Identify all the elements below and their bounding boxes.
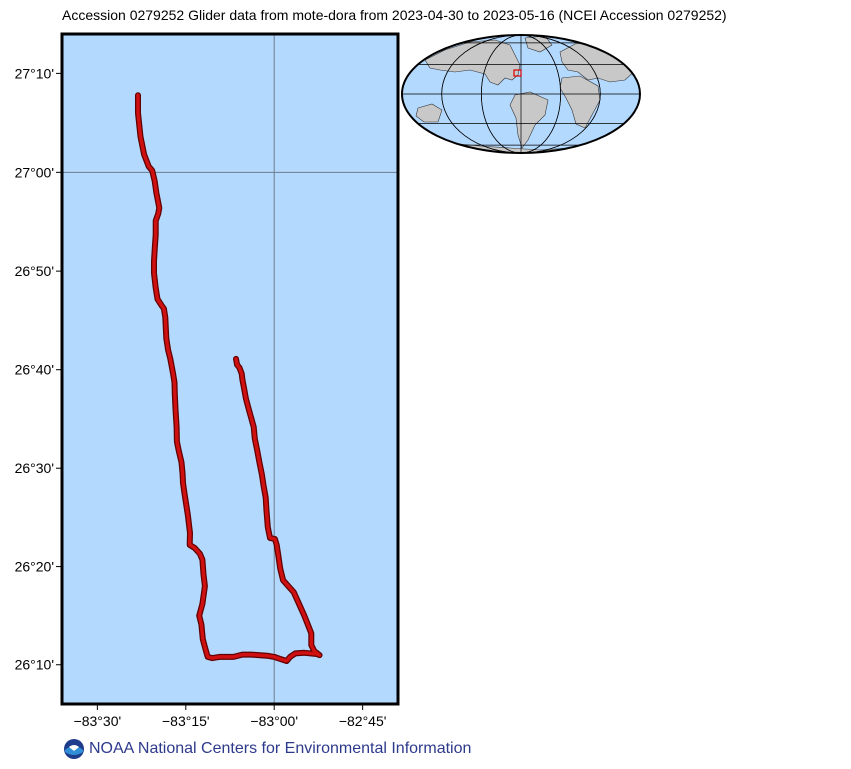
location-marker [513, 69, 522, 77]
y-tick-label: 27°00' [15, 164, 54, 180]
y-tick-label: 26°40' [15, 362, 54, 378]
map-title: Accession 0279252 Glider data from mote-… [62, 7, 727, 23]
gridlines [62, 34, 398, 704]
y-tick-label: 27°10' [15, 65, 54, 81]
x-tick-label: −82°45' [339, 713, 387, 729]
noaa-logo-icon [64, 739, 84, 759]
north-america-shape [424, 39, 521, 86]
footer: NOAA National Centers for Environmental … [63, 738, 471, 760]
y-tick-label: 26°20' [15, 559, 54, 575]
axis-ticks: −83°30' −83°15' −83°00' −82°45' 26°10' 26°20'… [15, 65, 387, 729]
map-frame [60, 32, 400, 706]
ocean-background [62, 34, 398, 704]
australia-shape [415, 103, 443, 123]
x-tick-label: −83°00' [250, 713, 298, 729]
inset-globe [401, 34, 641, 154]
africa-shape [559, 75, 601, 129]
track-line [136, 93, 322, 663]
y-tick-label: 26°30' [15, 460, 54, 476]
south-america-shape [509, 91, 549, 149]
x-tick-label: −83°15' [162, 713, 210, 729]
main-map: −83°30' −83°15' −83°00' −82°45' 26°10' 26°20'… [15, 32, 400, 729]
footer-org-name: NOAA National Centers for Environmental … [89, 740, 472, 757]
y-tick-label: 26°50' [15, 263, 54, 279]
x-tick-label: −83°30' [74, 713, 122, 729]
glider-track [135, 92, 323, 664]
globe-graticule [402, 35, 640, 153]
globe-outline [401, 34, 641, 154]
y-tick-label: 26°10' [15, 657, 54, 673]
